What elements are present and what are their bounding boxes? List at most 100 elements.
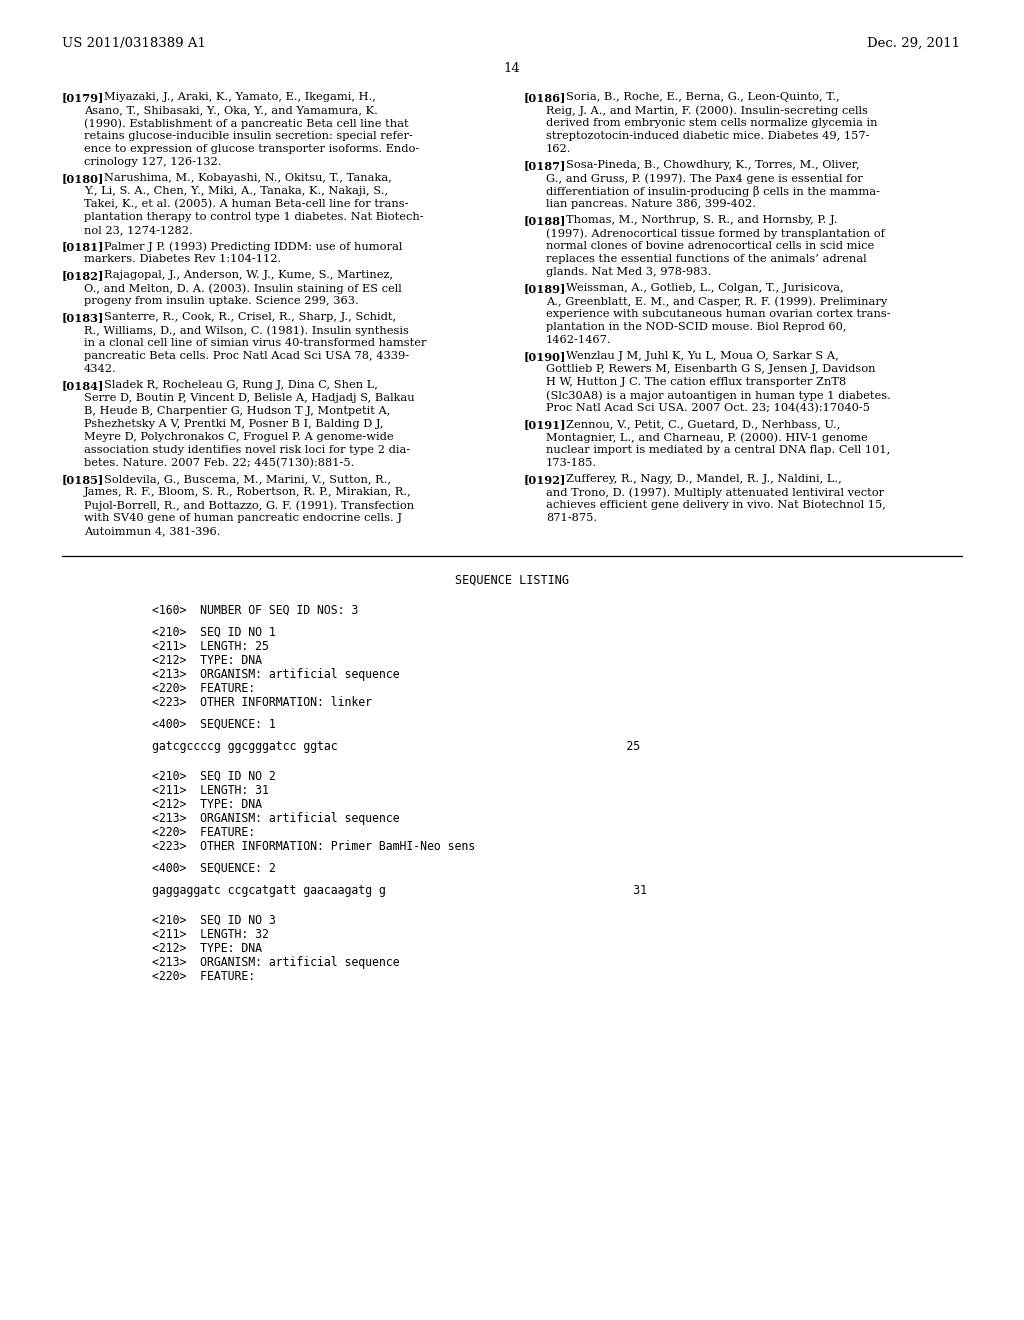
Text: retains glucose-inducible insulin secretion: special refer-: retains glucose-inducible insulin secret… xyxy=(84,131,413,141)
Text: (1990). Establishment of a pancreatic Beta cell line that: (1990). Establishment of a pancreatic Be… xyxy=(84,117,409,128)
Text: differentiation of insulin-producing β cells in the mamma-: differentiation of insulin-producing β c… xyxy=(546,186,880,197)
Text: [0189]: [0189] xyxy=(524,282,566,294)
Text: Soldevila, G., Buscema, M., Marini, V., Sutton, R.,: Soldevila, G., Buscema, M., Marini, V., … xyxy=(104,474,391,484)
Text: Narushima, M., Kobayashi, N., Okitsu, T., Tanaka,: Narushima, M., Kobayashi, N., Okitsu, T.… xyxy=(104,173,392,183)
Text: [0191]: [0191] xyxy=(524,418,566,430)
Text: Reig, J. A., and Martin, F. (2000). Insulin-secreting cells: Reig, J. A., and Martin, F. (2000). Insu… xyxy=(546,106,868,116)
Text: Rajagopal, J., Anderson, W. J., Kume, S., Martinez,: Rajagopal, J., Anderson, W. J., Kume, S.… xyxy=(104,271,393,280)
Text: Weissman, A., Gotlieb, L., Colgan, T., Jurisicova,: Weissman, A., Gotlieb, L., Colgan, T., J… xyxy=(566,282,844,293)
Text: Takei, K., et al. (2005). A human Beta-cell line for trans-: Takei, K., et al. (2005). A human Beta-c… xyxy=(84,199,409,210)
Text: Meyre D, Polychronakos C, Froguel P. A genome-wide: Meyre D, Polychronakos C, Froguel P. A g… xyxy=(84,432,393,442)
Text: experience with subcutaneous human ovarian cortex trans-: experience with subcutaneous human ovari… xyxy=(546,309,891,319)
Text: <212>  TYPE: DNA: <212> TYPE: DNA xyxy=(152,653,262,667)
Text: <211>  LENGTH: 25: <211> LENGTH: 25 xyxy=(152,640,269,653)
Text: pancreatic Beta cells. Proc Natl Acad Sci USA 78, 4339-: pancreatic Beta cells. Proc Natl Acad Sc… xyxy=(84,351,410,360)
Text: [0184]: [0184] xyxy=(62,380,104,391)
Text: [0190]: [0190] xyxy=(524,351,566,362)
Text: <400>  SEQUENCE: 1: <400> SEQUENCE: 1 xyxy=(152,718,275,731)
Text: (Slc30A8) is a major autoantigen in human type 1 diabetes.: (Slc30A8) is a major autoantigen in huma… xyxy=(546,389,891,400)
Text: plantation in the NOD-SCID mouse. Biol Reprod 60,: plantation in the NOD-SCID mouse. Biol R… xyxy=(546,322,847,333)
Text: crinology 127, 126-132.: crinology 127, 126-132. xyxy=(84,157,221,168)
Text: normal clones of bovine adrenocortical cells in scid mice: normal clones of bovine adrenocortical c… xyxy=(546,242,874,251)
Text: Autoimmun 4, 381-396.: Autoimmun 4, 381-396. xyxy=(84,525,220,536)
Text: streptozotocin-induced diabetic mice. Diabetes 49, 157-: streptozotocin-induced diabetic mice. Di… xyxy=(546,131,869,141)
Text: nol 23, 1274-1282.: nol 23, 1274-1282. xyxy=(84,224,193,235)
Text: progeny from insulin uptake. Science 299, 363.: progeny from insulin uptake. Science 299… xyxy=(84,296,358,306)
Text: Soria, B., Roche, E., Berna, G., Leon-Quinto, T.,: Soria, B., Roche, E., Berna, G., Leon-Qu… xyxy=(566,92,840,102)
Text: A., Greenblatt, E. M., and Casper, R. F. (1999). Preliminary: A., Greenblatt, E. M., and Casper, R. F.… xyxy=(546,296,887,306)
Text: 4342.: 4342. xyxy=(84,364,117,374)
Text: gaggaggatc ccgcatgatt gaacaagatg g                                    31: gaggaggatc ccgcatgatt gaacaagatg g 31 xyxy=(152,884,647,898)
Text: Pujol-Borrell, R., and Bottazzo, G. F. (1991). Transfection: Pujol-Borrell, R., and Bottazzo, G. F. (… xyxy=(84,500,414,511)
Text: [0192]: [0192] xyxy=(524,474,566,484)
Text: ence to expression of glucose transporter isoforms. Endo-: ence to expression of glucose transporte… xyxy=(84,144,419,154)
Text: 1462-1467.: 1462-1467. xyxy=(546,335,611,345)
Text: Montagnier, L., and Charneau, P. (2000). HIV-1 genome: Montagnier, L., and Charneau, P. (2000).… xyxy=(546,432,867,442)
Text: <210>  SEQ ID NO 1: <210> SEQ ID NO 1 xyxy=(152,626,275,639)
Text: Zufferey, R., Nagy, D., Mandel, R. J., Naldini, L.,: Zufferey, R., Nagy, D., Mandel, R. J., N… xyxy=(566,474,842,484)
Text: Palmer J P. (1993) Predicting IDDM: use of humoral: Palmer J P. (1993) Predicting IDDM: use … xyxy=(104,242,402,252)
Text: Y., Li, S. A., Chen, Y., Miki, A., Tanaka, K., Nakaji, S.,: Y., Li, S. A., Chen, Y., Miki, A., Tanak… xyxy=(84,186,388,195)
Text: markers. Diabetes Rev 1:104-112.: markers. Diabetes Rev 1:104-112. xyxy=(84,253,282,264)
Text: Zennou, V., Petit, C., Guetard, D., Nerhbass, U.,: Zennou, V., Petit, C., Guetard, D., Nerh… xyxy=(566,418,841,429)
Text: Pshezhetsky A V, Prentki M, Posner B I, Balding D J,: Pshezhetsky A V, Prentki M, Posner B I, … xyxy=(84,418,384,429)
Text: association study identifies novel risk loci for type 2 dia-: association study identifies novel risk … xyxy=(84,445,411,455)
Text: R., Williams, D., and Wilson, C. (1981). Insulin synthesis: R., Williams, D., and Wilson, C. (1981).… xyxy=(84,325,409,335)
Text: <211>  LENGTH: 32: <211> LENGTH: 32 xyxy=(152,928,269,941)
Text: <212>  TYPE: DNA: <212> TYPE: DNA xyxy=(152,942,262,954)
Text: <220>  FEATURE:: <220> FEATURE: xyxy=(152,970,255,983)
Text: <220>  FEATURE:: <220> FEATURE: xyxy=(152,826,255,840)
Text: in a clonal cell line of simian virus 40-transformed hamster: in a clonal cell line of simian virus 40… xyxy=(84,338,427,348)
Text: Asano, T., Shibasaki, Y., Oka, Y., and Yamamura, K.: Asano, T., Shibasaki, Y., Oka, Y., and Y… xyxy=(84,106,378,115)
Text: [0185]: [0185] xyxy=(62,474,104,484)
Text: <220>  FEATURE:: <220> FEATURE: xyxy=(152,682,255,696)
Text: [0187]: [0187] xyxy=(524,160,566,172)
Text: <211>  LENGTH: 31: <211> LENGTH: 31 xyxy=(152,784,269,797)
Text: <223>  OTHER INFORMATION: linker: <223> OTHER INFORMATION: linker xyxy=(152,696,372,709)
Text: <160>  NUMBER OF SEQ ID NOS: 3: <160> NUMBER OF SEQ ID NOS: 3 xyxy=(152,605,358,616)
Text: Wenzlau J M, Juhl K, Yu L, Moua O, Sarkar S A,: Wenzlau J M, Juhl K, Yu L, Moua O, Sarka… xyxy=(566,351,839,360)
Text: James, R. F., Bloom, S. R., Robertson, R. P., Mirakian, R.,: James, R. F., Bloom, S. R., Robertson, R… xyxy=(84,487,412,498)
Text: nuclear import is mediated by a central DNA flap. Cell 101,: nuclear import is mediated by a central … xyxy=(546,445,890,455)
Text: G., and Gruss, P. (1997). The Pax4 gene is essential for: G., and Gruss, P. (1997). The Pax4 gene … xyxy=(546,173,863,183)
Text: O., and Melton, D. A. (2003). Insulin staining of ES cell: O., and Melton, D. A. (2003). Insulin st… xyxy=(84,282,401,293)
Text: Sladek R, Rocheleau G, Rung J, Dina C, Shen L,: Sladek R, Rocheleau G, Rung J, Dina C, S… xyxy=(104,380,378,389)
Text: [0180]: [0180] xyxy=(62,173,104,183)
Text: 871-875.: 871-875. xyxy=(546,513,597,523)
Text: Dec. 29, 2011: Dec. 29, 2011 xyxy=(867,37,961,50)
Text: 14: 14 xyxy=(504,62,520,75)
Text: derived from embryonic stem cells normalize glycemia in: derived from embryonic stem cells normal… xyxy=(546,117,878,128)
Text: plantation therapy to control type 1 diabetes. Nat Biotech-: plantation therapy to control type 1 dia… xyxy=(84,213,424,222)
Text: [0188]: [0188] xyxy=(524,215,566,226)
Text: glands. Nat Med 3, 978-983.: glands. Nat Med 3, 978-983. xyxy=(546,267,712,277)
Text: B, Heude B, Charpentier G, Hudson T J, Montpetit A,: B, Heude B, Charpentier G, Hudson T J, M… xyxy=(84,407,390,416)
Text: [0183]: [0183] xyxy=(62,312,104,323)
Text: 173-185.: 173-185. xyxy=(546,458,597,469)
Text: Thomas, M., Northrup, S. R., and Hornsby, P. J.: Thomas, M., Northrup, S. R., and Hornsby… xyxy=(566,215,838,224)
Text: [0186]: [0186] xyxy=(524,92,566,103)
Text: <210>  SEQ ID NO 2: <210> SEQ ID NO 2 xyxy=(152,770,275,783)
Text: Proc Natl Acad Sci USA. 2007 Oct. 23; 104(43):17040-5: Proc Natl Acad Sci USA. 2007 Oct. 23; 10… xyxy=(546,403,870,413)
Text: <400>  SEQUENCE: 2: <400> SEQUENCE: 2 xyxy=(152,862,275,875)
Text: gatcgccccg ggcgggatcc ggtac                                          25: gatcgccccg ggcgggatcc ggtac 25 xyxy=(152,741,640,752)
Text: lian pancreas. Nature 386, 399-402.: lian pancreas. Nature 386, 399-402. xyxy=(546,199,756,209)
Text: <213>  ORGANISM: artificial sequence: <213> ORGANISM: artificial sequence xyxy=(152,812,399,825)
Text: betes. Nature. 2007 Feb. 22; 445(7130):881-5.: betes. Nature. 2007 Feb. 22; 445(7130):8… xyxy=(84,458,354,469)
Text: <213>  ORGANISM: artificial sequence: <213> ORGANISM: artificial sequence xyxy=(152,668,399,681)
Text: Santerre, R., Cook, R., Crisel, R., Sharp, J., Schidt,: Santerre, R., Cook, R., Crisel, R., Shar… xyxy=(104,312,396,322)
Text: replaces the essential functions of the animals’ adrenal: replaces the essential functions of the … xyxy=(546,253,866,264)
Text: Gottlieb P, Rewers M, Eisenbarth G S, Jensen J, Davidson: Gottlieb P, Rewers M, Eisenbarth G S, Je… xyxy=(546,364,876,374)
Text: <213>  ORGANISM: artificial sequence: <213> ORGANISM: artificial sequence xyxy=(152,956,399,969)
Text: Miyazaki, J., Araki, K., Yamato, E., Ikegami, H.,: Miyazaki, J., Araki, K., Yamato, E., Ike… xyxy=(104,92,376,102)
Text: 162.: 162. xyxy=(546,144,571,154)
Text: and Trono, D. (1997). Multiply attenuated lentiviral vector: and Trono, D. (1997). Multiply attenuate… xyxy=(546,487,884,498)
Text: <210>  SEQ ID NO 3: <210> SEQ ID NO 3 xyxy=(152,913,275,927)
Text: (1997). Adrenocortical tissue formed by transplantation of: (1997). Adrenocortical tissue formed by … xyxy=(546,228,885,239)
Text: [0182]: [0182] xyxy=(62,271,104,281)
Text: <212>  TYPE: DNA: <212> TYPE: DNA xyxy=(152,799,262,810)
Text: [0179]: [0179] xyxy=(62,92,104,103)
Text: with SV40 gene of human pancreatic endocrine cells. J: with SV40 gene of human pancreatic endoc… xyxy=(84,513,402,523)
Text: achieves efficient gene delivery in vivo. Nat Biotechnol 15,: achieves efficient gene delivery in vivo… xyxy=(546,500,886,510)
Text: SEQUENCE LISTING: SEQUENCE LISTING xyxy=(455,574,569,587)
Text: Serre D, Boutin P, Vincent D, Belisle A, Hadjadj S, Balkau: Serre D, Boutin P, Vincent D, Belisle A,… xyxy=(84,393,415,403)
